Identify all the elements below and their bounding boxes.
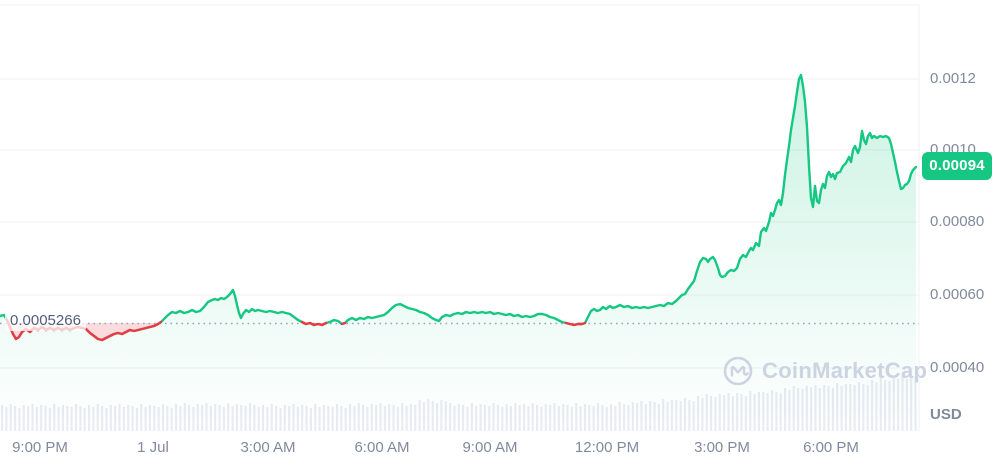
x-axis-label: 6:00 PM <box>803 439 859 456</box>
x-axis-label: 6:00 AM <box>354 439 410 456</box>
price-line <box>0 73 918 342</box>
x-axis-label: 9:00 PM <box>12 439 68 456</box>
x-axis-label: 9:00 AM <box>462 439 518 456</box>
y-axis-label: 0.00040 <box>930 359 985 376</box>
x-axis-label: 3:00 AM <box>240 439 296 456</box>
y-axis-label: 0.00080 <box>930 213 985 230</box>
baseline-price-label: 0.0005266 <box>5 310 86 331</box>
price-area-fill <box>0 75 916 431</box>
y-axis-label: 0.0012 <box>930 70 976 87</box>
y-axis-label: 0.00060 <box>930 286 985 303</box>
price-line-red-segment <box>564 321 587 327</box>
x-axis-label: 1 Jul <box>137 439 169 456</box>
currency-unit-label: USD <box>930 406 962 423</box>
watermark: CoinMarketCap <box>722 355 927 387</box>
price-line-red-segment <box>300 320 328 327</box>
price-line-red-segment <box>340 321 347 326</box>
x-axis-label: 12:00 PM <box>574 439 640 456</box>
x-axis-label: 3:00 PM <box>694 439 750 456</box>
coinmarketcap-logo-icon <box>723 356 753 386</box>
watermark-text: CoinMarketCap <box>762 358 928 383</box>
current-price-badge: 0.00094 <box>922 152 992 180</box>
